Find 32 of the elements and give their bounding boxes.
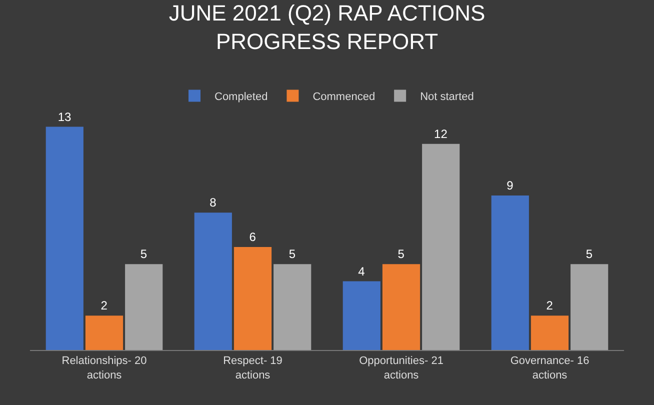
bar xyxy=(194,212,232,350)
legend-label: Completed xyxy=(214,91,268,104)
bar xyxy=(125,264,163,350)
data-label: 2 xyxy=(546,298,554,313)
bar xyxy=(342,281,380,350)
data-label: 2 xyxy=(100,298,108,313)
x-tick-label: Governance- 16 actions xyxy=(510,355,590,382)
bar xyxy=(234,246,272,350)
bar xyxy=(85,316,124,350)
data-label: 12 xyxy=(434,126,448,141)
data-label: 5 xyxy=(586,247,593,262)
bar xyxy=(530,316,569,350)
x-tick-label: Respect- 19 actions xyxy=(223,355,282,382)
bar xyxy=(274,264,312,350)
data-label: 5 xyxy=(288,247,296,262)
bar xyxy=(422,144,460,350)
legend-label: Not started xyxy=(420,91,474,104)
chart-title: JUNE 2021 (Q2) RAP ACTIONS PROGRESS REPORT xyxy=(168,0,486,54)
bar xyxy=(491,195,529,350)
legend-label: Commenced xyxy=(312,91,376,104)
bar xyxy=(382,264,420,350)
data-label: 4 xyxy=(358,264,366,278)
data-label: 6 xyxy=(249,230,256,244)
x-tick-label: Opportunities- 21 actions xyxy=(359,355,444,382)
data-label: 13 xyxy=(58,110,72,124)
data-label: 8 xyxy=(210,196,217,210)
x-tick-label: Relationships- 20 actions xyxy=(62,355,147,382)
data-label: 5 xyxy=(398,247,405,262)
data-label: 5 xyxy=(140,247,148,262)
bar xyxy=(46,126,84,350)
data-label: 9 xyxy=(506,178,514,192)
bar xyxy=(570,264,608,350)
